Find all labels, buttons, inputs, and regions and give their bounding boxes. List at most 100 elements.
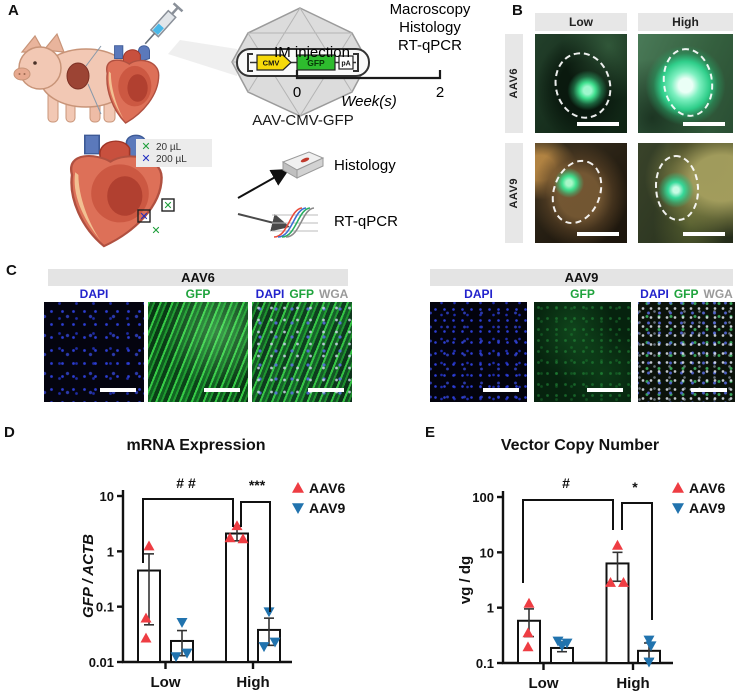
- injection-x-20ul: ✕: [151, 225, 160, 237]
- data-point: [170, 652, 182, 663]
- data-point: [556, 641, 568, 652]
- micro-image-aav9-dapi: [430, 302, 527, 402]
- zoom-line: [85, 45, 102, 67]
- chart-title: mRNA Expression: [127, 437, 266, 454]
- chart-title: Vector Copy Number: [501, 437, 659, 454]
- channel-label-dapi: DAPI: [255, 286, 285, 301]
- histology-cassette-icon: [281, 151, 325, 179]
- scale-bar: [308, 388, 344, 392]
- y-tick-label: 10: [480, 545, 494, 560]
- scale-bar: [587, 388, 623, 392]
- panel-b-label: B: [512, 2, 523, 19]
- micro-image-aav6-merge: [252, 302, 352, 402]
- channel-label-wga: WGA: [319, 286, 349, 301]
- data-point: [263, 607, 275, 618]
- tissue-outline: [658, 44, 717, 121]
- y-tick-label: 10: [100, 489, 114, 504]
- channel-label-gfp: GFP: [570, 286, 595, 301]
- timeline-end-event: Histology: [399, 19, 461, 36]
- x-category-label: High: [616, 675, 649, 692]
- panel-d-label: D: [4, 424, 15, 441]
- significance-bracket: [240, 501, 271, 612]
- scale-bar: [100, 388, 136, 392]
- significance-bracket: [142, 498, 234, 563]
- itr-right: [353, 53, 359, 72]
- y-tick-label: 1: [487, 601, 494, 616]
- channel-label-gfp: GFP: [185, 286, 211, 301]
- rtqpcr-label: RT-qPCR: [334, 213, 398, 230]
- scale-bar: [483, 388, 519, 392]
- data-point: [140, 632, 152, 643]
- histology-label: Histology: [334, 157, 396, 174]
- bar-high-aav6: [225, 532, 249, 663]
- data-point: [605, 577, 616, 587]
- data-point: [140, 612, 152, 623]
- gfp-gene-box: [296, 54, 336, 71]
- significance-label: #: [562, 475, 570, 491]
- channel-label: GFP: [148, 286, 248, 301]
- scale-bar: [204, 388, 240, 392]
- significance-bracket: [621, 502, 653, 620]
- macro-image-aav6-high: [638, 34, 733, 133]
- y-tick-label: 0.1: [96, 600, 114, 615]
- data-point: [269, 637, 281, 648]
- significance-label: # #: [176, 475, 196, 491]
- channel-label-gfp: GFP: [289, 286, 314, 301]
- data-point: [224, 532, 236, 543]
- gfp-label: GFP: [307, 58, 325, 68]
- x-category-label: High: [236, 674, 269, 691]
- channel-label: GFP: [534, 286, 631, 301]
- significance-bracket: [522, 499, 614, 583]
- channel-label-merge: DAPI GFP WGA: [252, 286, 352, 301]
- volume-200ul-label: 200 µL: [156, 154, 187, 165]
- tissue-outline: [547, 45, 619, 126]
- data-point: [231, 520, 243, 531]
- timeline-end-event: Macroscopy: [390, 1, 471, 18]
- data-point: [522, 627, 534, 638]
- timeline-tick-2: 2: [436, 84, 444, 101]
- legend-label: AAV6: [309, 480, 346, 496]
- significance-label: ***: [249, 477, 266, 493]
- timeline-start-event: IM injection: [274, 44, 350, 61]
- column-header-high: High: [638, 13, 733, 31]
- expression-cassette: CMV GFP pA: [236, 48, 370, 77]
- data-point: [618, 577, 629, 587]
- channel-label-gfp: GFP: [673, 286, 699, 301]
- macro-image-aav6-low: [535, 34, 627, 133]
- timeline-end-event: RT-qPCR: [398, 37, 462, 54]
- data-point: [143, 540, 155, 551]
- polya-label: pA: [341, 60, 350, 67]
- x-symbol-200ul: ✕: [141, 153, 150, 165]
- volume-legend-box: [136, 139, 212, 167]
- magnifier-beam: [168, 40, 237, 76]
- data-point: [612, 539, 623, 550]
- channel-label-wga: WGA: [703, 286, 733, 301]
- data-point: [176, 617, 188, 628]
- y-axis-label: GFP / ACTB: [80, 534, 97, 618]
- data-point: [181, 648, 193, 659]
- tissue-outline: [652, 153, 702, 223]
- legend-marker: [672, 482, 684, 493]
- biopsy-box: [161, 198, 175, 212]
- legend-marker: [672, 503, 684, 514]
- micro-image-aav6-gfp: [148, 302, 248, 402]
- injection-x-20ul: ✕: [163, 200, 172, 212]
- zoom-line: [87, 83, 102, 115]
- channel-label: DAPI: [44, 287, 144, 301]
- arrow-to-rtqpcr: [237, 213, 290, 232]
- tissue-outline: [543, 152, 612, 232]
- timeline: IM injection Macroscopy Histology RT-qPC…: [274, 1, 471, 110]
- row-header-aav6-text: AAV6: [508, 68, 520, 99]
- data-point: [523, 597, 535, 608]
- y-tick-label: 1: [107, 544, 114, 559]
- polya-box: [338, 55, 354, 70]
- panel-e-label: E: [425, 424, 436, 441]
- volume-legend: ✕ 20 µL ✕ 200 µL: [136, 139, 212, 167]
- micro-image-aav6-dapi: [44, 302, 144, 402]
- y-axis-label: vg / dg: [457, 556, 474, 604]
- macro-image-aav9-low: [535, 143, 627, 243]
- volume-20ul-label: 20 µL: [156, 142, 182, 153]
- row-header-aav9: AAV9: [505, 143, 523, 243]
- itr-left: [247, 53, 253, 72]
- macro-image-aav9-high: [638, 143, 733, 243]
